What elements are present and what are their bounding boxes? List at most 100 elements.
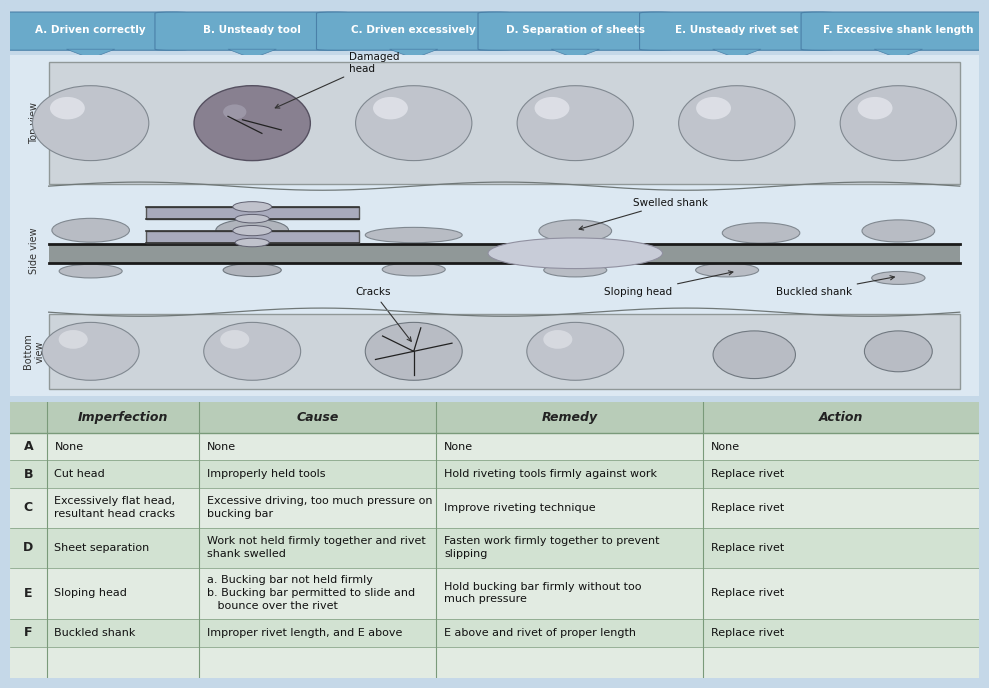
Ellipse shape [696,97,731,120]
Ellipse shape [862,220,935,242]
Text: E. Unsteady rivet set: E. Unsteady rivet set [675,25,798,34]
Ellipse shape [527,323,624,380]
Text: None: None [444,442,473,451]
Text: Work not held firmly together and rivet
shank swelled: Work not held firmly together and rivet … [207,536,425,559]
Text: Imperfection: Imperfection [77,411,168,424]
FancyBboxPatch shape [0,400,989,680]
FancyBboxPatch shape [801,12,989,50]
Ellipse shape [382,263,445,276]
Bar [10,433,979,460]
Text: B: B [24,468,33,480]
Bar [48,62,959,184]
Text: Remedy: Remedy [542,411,597,424]
Polygon shape [551,50,599,58]
Text: B. Unsteady tool: B. Unsteady tool [204,25,301,34]
Ellipse shape [221,330,249,349]
Ellipse shape [51,218,130,242]
Text: None: None [54,442,84,451]
FancyBboxPatch shape [0,12,188,50]
Text: Top view: Top view [29,102,40,144]
Bar [10,619,979,647]
Ellipse shape [59,264,123,278]
Text: Swelled shank: Swelled shank [580,197,708,230]
Ellipse shape [539,220,611,242]
Text: Hold bucking bar firmly without too
much pressure: Hold bucking bar firmly without too much… [444,581,642,605]
Text: D. Separation of sheets: D. Separation of sheets [505,25,645,34]
Text: Sloping head: Sloping head [604,271,733,297]
Ellipse shape [356,86,472,160]
Text: Side view: Side view [29,228,40,275]
Ellipse shape [535,97,570,120]
Ellipse shape [488,238,663,268]
Ellipse shape [373,97,407,120]
Text: C. Driven excessively: C. Driven excessively [351,25,476,34]
Polygon shape [712,50,762,58]
FancyBboxPatch shape [155,12,349,50]
Text: Sheet separation: Sheet separation [54,543,149,552]
Text: A. Driven correctly: A. Driven correctly [36,25,146,34]
Text: Excessive driving, too much pressure on
bucking bar: Excessive driving, too much pressure on … [207,496,432,519]
Polygon shape [227,50,277,58]
Ellipse shape [722,223,800,243]
Text: None: None [207,442,235,451]
Text: Replace rivet: Replace rivet [711,503,784,513]
Text: A: A [24,440,33,453]
Ellipse shape [224,264,281,277]
FancyBboxPatch shape [478,12,673,50]
Text: Action: Action [819,411,863,424]
Polygon shape [390,50,438,58]
Ellipse shape [50,97,85,120]
Text: Replace rivet: Replace rivet [711,469,784,479]
Text: Improper rivet length, and E above: Improper rivet length, and E above [207,628,402,638]
Text: C: C [24,502,33,514]
Text: Damaged
head: Damaged head [275,52,400,108]
Text: Improve riveting technique: Improve riveting technique [444,503,595,513]
Bar [145,207,359,219]
Text: Cause: Cause [297,411,339,424]
Text: Buckled shank: Buckled shank [54,628,135,638]
Polygon shape [66,50,115,58]
Text: Replace rivet: Replace rivet [711,588,784,598]
Ellipse shape [216,219,289,241]
Ellipse shape [543,330,573,349]
Text: Excessively flat head,
resultant head cracks: Excessively flat head, resultant head cr… [54,496,176,519]
Ellipse shape [224,105,246,120]
Bar [10,402,979,433]
Text: Hold riveting tools firmly against work: Hold riveting tools firmly against work [444,469,657,479]
Text: Replace rivet: Replace rivet [711,628,784,638]
Ellipse shape [864,331,933,372]
Text: E above and rivet of proper length: E above and rivet of proper length [444,628,636,638]
Text: E: E [24,587,33,599]
Ellipse shape [713,331,795,378]
Ellipse shape [33,86,148,160]
Text: None: None [711,442,740,451]
Ellipse shape [204,323,301,380]
Text: Buckled shank: Buckled shank [775,276,894,297]
Text: D: D [23,541,34,554]
Bar [48,191,959,310]
Ellipse shape [678,86,795,160]
Bar [48,314,959,389]
Ellipse shape [871,272,925,284]
FancyBboxPatch shape [316,12,511,50]
Text: Sloping head: Sloping head [54,588,128,598]
Ellipse shape [232,202,272,212]
Text: F: F [24,627,33,639]
Ellipse shape [235,215,269,223]
Ellipse shape [857,97,892,120]
Bar [10,488,979,528]
Bar [10,568,979,619]
Ellipse shape [232,226,272,236]
FancyBboxPatch shape [640,12,834,50]
Text: Cut head: Cut head [54,469,105,479]
Bar [10,528,979,568]
Ellipse shape [43,323,139,380]
Text: Replace rivet: Replace rivet [711,543,784,552]
Text: Bottom
view: Bottom view [24,334,45,369]
Ellipse shape [544,264,607,277]
Ellipse shape [58,330,88,349]
Text: a. Bucking bar not held firmly
b. Bucking bar permitted to slide and
   bounce o: a. Bucking bar not held firmly b. Buckin… [207,575,414,611]
Polygon shape [874,50,923,58]
Bar [10,460,979,488]
Ellipse shape [695,264,759,277]
